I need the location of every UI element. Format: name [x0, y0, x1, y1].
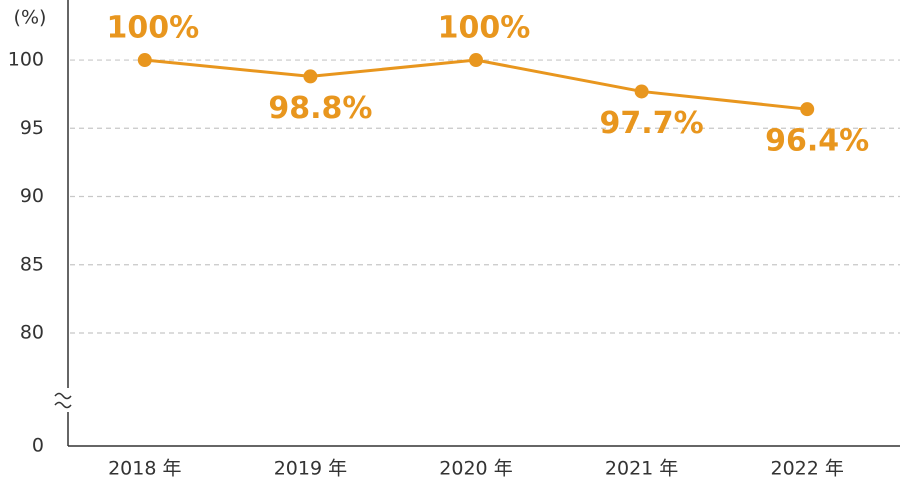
- x-tick-label: 2021 年: [605, 458, 678, 480]
- point: [800, 102, 815, 117]
- y-tick-label: 85: [20, 253, 44, 275]
- value-label: 96.4%: [765, 124, 869, 159]
- point: [303, 69, 318, 84]
- y-unit: (%): [14, 7, 47, 29]
- y-tick-label: 0: [32, 435, 44, 457]
- value-label: 100%: [106, 11, 199, 46]
- axis-break-gap: [50, 388, 80, 412]
- point: [137, 53, 152, 68]
- value-label: 97.7%: [600, 106, 704, 141]
- y-tick-label: 100: [8, 49, 44, 71]
- value-label: 100%: [438, 11, 531, 46]
- y-tick-label: 90: [20, 185, 44, 207]
- line: [144, 58, 808, 111]
- value-label: 98.8%: [268, 91, 372, 126]
- y-tick-label: 95: [20, 117, 44, 139]
- y-tick-label: 80: [20, 322, 44, 344]
- x-tick-label: 2018 年: [108, 458, 181, 480]
- point: [469, 53, 483, 68]
- point: [634, 84, 649, 99]
- x-tick-label: 2020 年: [439, 458, 512, 480]
- x-tick-label: 2022 年: [770, 458, 843, 480]
- x-tick-label: 2019 年: [274, 458, 347, 480]
- axis-break: [54, 392, 72, 409]
